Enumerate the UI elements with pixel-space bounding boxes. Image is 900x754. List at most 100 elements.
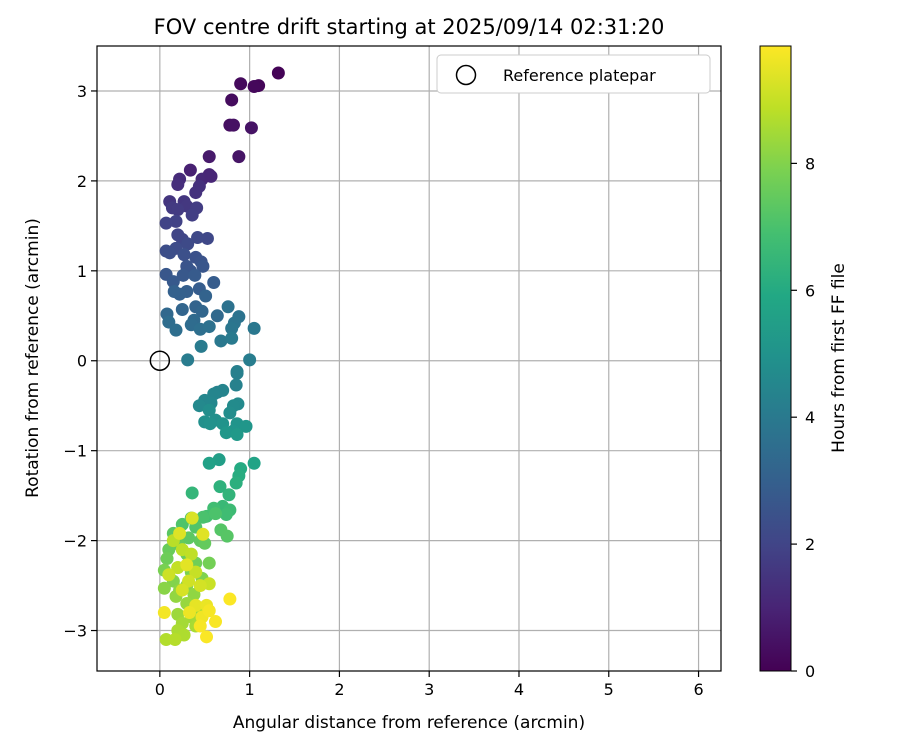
data-point <box>196 527 210 541</box>
data-point <box>229 378 243 392</box>
scatter-points <box>157 66 285 647</box>
colorbar-tick-label: 8 <box>805 154 815 173</box>
chart-title: FOV centre drift starting at 2025/09/14 … <box>154 15 665 39</box>
data-point <box>202 150 216 164</box>
colorbar-ticks: 0 2 4 6 8 <box>791 154 815 681</box>
data-point <box>193 579 207 593</box>
legend-reference-marker <box>455 64 477 86</box>
data-point <box>159 633 173 647</box>
data-point <box>203 417 217 431</box>
y-tick-label: −2 <box>63 532 87 551</box>
y-tick-label: −3 <box>63 622 87 641</box>
data-point <box>210 309 224 323</box>
colorbar-tick-label: 6 <box>805 281 815 300</box>
y-tick-label: −1 <box>63 442 87 461</box>
data-point <box>209 615 223 629</box>
data-point <box>223 592 237 606</box>
data-point <box>171 203 185 217</box>
data-point <box>212 453 226 467</box>
data-point <box>234 77 248 91</box>
data-point <box>157 606 171 620</box>
legend: Reference platepar <box>436 54 711 94</box>
data-point <box>247 456 261 470</box>
data-point <box>221 300 235 314</box>
x-axis-ticks: 0 1 2 3 4 5 6 <box>155 671 704 699</box>
y-tick-label: 2 <box>77 172 87 191</box>
data-point <box>166 275 180 289</box>
data-point <box>243 353 257 367</box>
data-point <box>168 633 182 647</box>
data-point <box>196 510 210 524</box>
data-point <box>175 302 189 316</box>
data-point <box>202 556 216 570</box>
data-point <box>247 321 261 335</box>
data-point <box>182 606 196 620</box>
y-axis-ticks: −3 −2 −1 0 1 2 3 <box>63 82 97 641</box>
data-point <box>181 237 195 251</box>
data-point <box>162 568 176 582</box>
data-point <box>177 248 191 262</box>
data-point <box>193 619 207 633</box>
data-point <box>176 268 190 282</box>
data-point <box>247 79 261 93</box>
data-point <box>188 268 202 282</box>
colorbar-tick-label: 4 <box>805 408 815 427</box>
x-tick-label: 6 <box>693 680 703 699</box>
data-point <box>207 276 221 290</box>
data-point <box>225 321 239 335</box>
data-point <box>185 511 199 525</box>
data-point <box>225 331 239 345</box>
reference-marker-group <box>149 350 171 371</box>
data-point <box>200 231 214 245</box>
data-point <box>200 630 214 644</box>
x-axis-label: Angular distance from reference (arcmin) <box>233 713 585 733</box>
data-point <box>223 406 237 420</box>
data-point <box>222 488 236 502</box>
data-point <box>229 476 243 490</box>
data-point <box>191 231 205 245</box>
data-point <box>195 304 209 318</box>
data-point <box>239 419 253 433</box>
x-tick-label: 4 <box>514 680 524 699</box>
x-tick-label: 1 <box>245 680 255 699</box>
data-point <box>185 486 199 500</box>
data-point <box>163 246 177 260</box>
plot-frame <box>96 45 722 672</box>
data-point <box>173 526 187 540</box>
y-tick-label: 0 <box>77 352 87 371</box>
data-point <box>175 583 189 597</box>
colorbar: 0 2 4 6 8 Hours from first FF file <box>759 45 849 681</box>
data-point <box>214 334 228 348</box>
data-point <box>184 547 198 561</box>
data-point <box>167 285 181 299</box>
data-point <box>230 366 244 380</box>
y-tick-label: 3 <box>77 82 87 101</box>
data-point <box>232 150 246 164</box>
data-point <box>185 208 199 222</box>
data-point <box>202 320 216 334</box>
data-point <box>244 121 258 135</box>
data-point <box>194 339 208 353</box>
x-tick-label: 0 <box>155 680 165 699</box>
data-point <box>189 565 203 579</box>
legend-box <box>436 54 711 94</box>
data-point <box>202 403 216 417</box>
data-point <box>219 508 233 522</box>
data-point <box>169 214 183 228</box>
x-tick-label: 5 <box>604 680 614 699</box>
data-point <box>171 177 185 191</box>
data-point <box>271 66 285 80</box>
data-point <box>160 552 174 566</box>
colorbar-tick-label: 0 <box>805 662 815 681</box>
data-point <box>202 604 216 618</box>
data-point <box>192 399 206 413</box>
data-point <box>225 93 239 107</box>
y-axis-label: Rotation from reference (arcmin) <box>23 218 43 498</box>
data-point <box>169 323 183 337</box>
data-point <box>181 353 195 367</box>
data-point <box>220 529 234 543</box>
data-point <box>199 289 213 303</box>
colorbar-gradient <box>759 45 792 672</box>
x-tick-label: 3 <box>424 680 434 699</box>
data-point <box>226 118 240 132</box>
